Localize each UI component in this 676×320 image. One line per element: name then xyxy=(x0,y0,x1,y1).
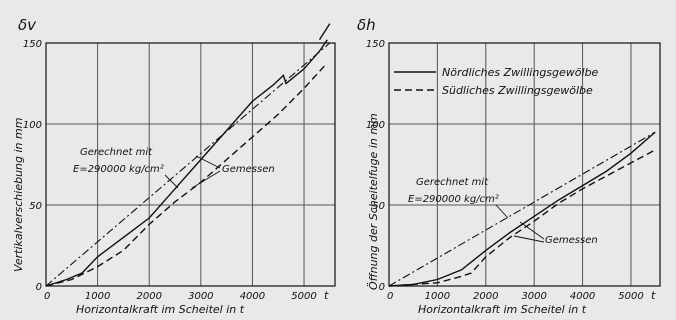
chart-left: δv Vertikalverschiebung in mm Horizontal… xyxy=(12,16,336,316)
left-annotation-computed: Gerechnet mit xyxy=(80,147,153,158)
right-x-tick-label: 2000 xyxy=(473,291,498,302)
right-x-tick-label: 3000 xyxy=(521,291,546,302)
legend-label-north: Nördliches Zwillingsgewölbe xyxy=(442,66,599,79)
right-x-unit-label: t xyxy=(651,289,656,302)
left-x-tick-label: 3000 xyxy=(188,291,213,302)
left-annotation-formula: E=290000 kg/cm² xyxy=(73,164,164,175)
right-leader-computed xyxy=(495,204,509,219)
right-x-label: Horizontalkraft im Scheitel in t xyxy=(418,303,587,316)
right-x-tick-label: 5000 xyxy=(618,291,643,302)
left-y-tick-label: 150 xyxy=(23,39,42,50)
left-x-label: Horizontalkraft im Scheitel in t xyxy=(76,303,245,316)
right-leader-measured-1 xyxy=(519,221,545,240)
right-annotation-measured: Gemessen xyxy=(545,235,598,246)
left-leader-measured-2 xyxy=(191,170,221,189)
left-x-tick-label: 4000 xyxy=(240,291,265,302)
legend-label-south: Südliches Zwillingsgewölbe xyxy=(442,84,593,97)
right-y-label: Öffnung der Scheitelfuge in mm xyxy=(367,113,380,290)
right-series-dashdot xyxy=(388,131,656,287)
left-leader-measured-1 xyxy=(195,155,221,169)
left-grid xyxy=(45,42,336,287)
left-leader-computed xyxy=(164,174,179,189)
left-x-unit-label: t xyxy=(324,289,329,302)
left-series-dashed xyxy=(45,65,326,287)
left-series-dashdot xyxy=(45,42,331,287)
left-y-label: Vertikalverschiebung in mm xyxy=(12,118,25,272)
left-series xyxy=(45,23,331,287)
right-ticks: 0 1000 2000 3000 4000 5000 t 0 50 100 150 xyxy=(366,39,656,302)
left-y-tick-label: 100 xyxy=(23,120,42,131)
left-series-solid xyxy=(45,39,328,287)
right-plot-frame xyxy=(388,42,661,287)
right-legend: Nördliches Zwillingsgewölbe Südliches Zw… xyxy=(394,66,599,97)
left-series-overflow xyxy=(318,23,331,41)
right-y-tick-label: 150 xyxy=(366,39,385,50)
right-annotation-formula: E=290000 kg/cm² xyxy=(408,194,499,205)
left-y-tick-label: 0 xyxy=(36,282,42,293)
right-series-dashed xyxy=(388,149,656,287)
right-x-tick-label: 4000 xyxy=(570,291,595,302)
right-grid xyxy=(388,42,661,287)
left-x-tick-label: 0 xyxy=(44,291,50,302)
right-x-tick-label: 1000 xyxy=(425,291,450,302)
right-y-tick-label: 100 xyxy=(366,120,385,131)
left-x-tick-label: 5000 xyxy=(291,291,316,302)
right-series xyxy=(388,131,656,287)
left-x-tick-label: 1000 xyxy=(85,291,110,302)
left-annotation-measured: Gemessen xyxy=(222,164,275,175)
right-y-tick-label: 0 xyxy=(379,282,385,293)
chart-right: δh Öffnung der Scheitelfuge in mm Horizo… xyxy=(357,16,661,316)
left-plot-frame xyxy=(45,42,336,287)
right-y-tick-label: 50 xyxy=(372,201,385,212)
right-series-solid xyxy=(388,131,656,287)
right-y-symbol: δh xyxy=(357,16,376,34)
left-y-tick-label: 50 xyxy=(29,201,42,212)
left-y-symbol: δv xyxy=(18,16,37,34)
right-x-tick-label: 0 xyxy=(387,291,393,302)
right-leader-measured-2 xyxy=(513,235,545,243)
left-x-tick-label: 2000 xyxy=(136,291,161,302)
right-annotation-computed: Gerechnet mit xyxy=(416,177,489,188)
left-ticks: 0 1000 2000 3000 4000 5000 t 0 50 100 150 xyxy=(23,39,329,302)
